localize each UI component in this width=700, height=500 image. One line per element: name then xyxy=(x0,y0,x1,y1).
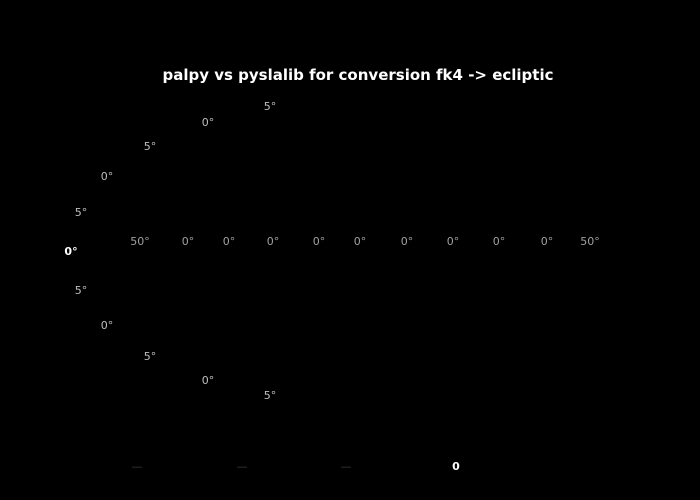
declination-label: 5° xyxy=(264,100,277,113)
colorbar-tick-label: — xyxy=(237,460,248,473)
declination-label: 0° xyxy=(101,319,114,332)
ra-label: 0° xyxy=(447,235,460,248)
colorbar-tick-label: — xyxy=(341,460,352,473)
ra-label: 50° xyxy=(580,235,600,248)
declination-label: 0° xyxy=(202,116,215,129)
declination-labels: 5° 0° 5° 0° 5° 0° 5° 0° 5° 0° 5° xyxy=(64,100,276,402)
ra-label: 0° xyxy=(354,235,367,248)
ra-label: 0° xyxy=(223,235,236,248)
ra-label: 0° xyxy=(401,235,414,248)
ra-label: 0° xyxy=(267,235,280,248)
colorbar-tick-label: — xyxy=(132,460,143,473)
ra-label: 0° xyxy=(541,235,554,248)
ra-label: 0° xyxy=(182,235,195,248)
declination-label: 5° xyxy=(75,206,88,219)
ra-label: 50° xyxy=(130,235,150,248)
declination-label: 5° xyxy=(75,284,88,297)
declination-label: 0° xyxy=(202,374,215,387)
declination-label: 5° xyxy=(144,350,157,363)
chart-title: palpy vs pyslalib for conversion fk4 -> … xyxy=(162,66,553,84)
declination-label: 5° xyxy=(144,140,157,153)
declination-label: 5° xyxy=(264,389,277,402)
right-ascension-labels: 50° 0° 0° 0° 0° 0° 0° 0° 0° 0° 50° xyxy=(130,235,600,248)
colorbar: — — — 0 xyxy=(132,460,461,473)
colorbar-tick-label: 0 xyxy=(452,460,460,473)
declination-label: 0° xyxy=(101,170,114,183)
ra-label: 0° xyxy=(313,235,326,248)
declination-label: 0° xyxy=(64,245,77,258)
ra-label: 0° xyxy=(493,235,506,248)
